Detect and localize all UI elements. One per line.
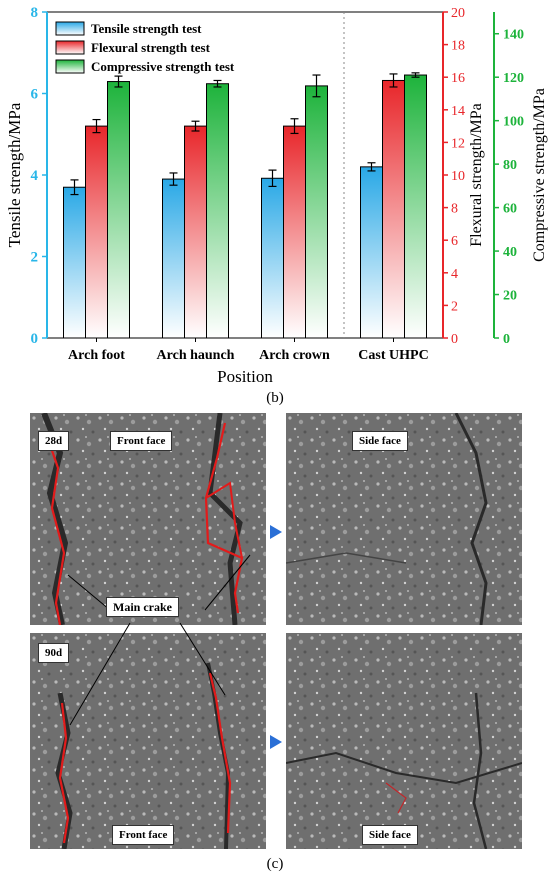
right1-axis-title: Flexural strength/MPa	[468, 103, 485, 247]
bar-left-3	[360, 166, 383, 339]
bar-right1-2	[283, 125, 306, 339]
side-face-label-bottom: Side face	[362, 825, 418, 845]
left-axis-tick-label: 6	[31, 87, 39, 103]
right1-axis-tick-label: 6	[451, 234, 458, 249]
x-axis-tick-label: Arch crown	[259, 348, 330, 363]
photo-90d-front-face	[30, 633, 266, 849]
right2-axis-tick-label: 80	[503, 158, 517, 173]
bar-left-2	[261, 177, 284, 339]
x-axis-tick-label: Arch foot	[68, 348, 125, 363]
bar-right2-1	[206, 83, 229, 339]
left-axis-tick-label: 4	[31, 168, 39, 184]
legend-swatch	[55, 59, 85, 74]
right2-axis-title: Compressive strength/MPa	[531, 88, 548, 262]
panel-label-b: (b)	[266, 390, 284, 406]
x-axis-tick-label: Arch haunch	[157, 348, 235, 363]
right2-axis-tick-label: 140	[503, 28, 524, 43]
legend-swatch	[55, 40, 85, 55]
right1-axis-tick-label: 16	[451, 71, 465, 86]
photo-90d-side-face	[286, 633, 522, 849]
legend-label: Compressive strength test	[91, 59, 235, 74]
right2-axis-tick-label: 20	[503, 289, 517, 304]
x-axis-title: Position	[217, 367, 273, 386]
right1-axis-tick-label: 4	[451, 267, 458, 282]
right1-axis-tick-label: 18	[451, 39, 465, 54]
strength-chart: 0 2 4 6 8 Tensile strength/MPa 0 2 4 6 8 10 12 14 16 18…	[5, 5, 548, 386]
right2-axis-tick-label: 60	[503, 202, 517, 217]
legend-label: Flexural strength test	[91, 40, 211, 55]
bar-left-1	[162, 178, 185, 339]
right1-axis-tick-label: 14	[451, 104, 465, 119]
legend-swatch	[55, 21, 85, 36]
right1-axis-tick-label: 12	[451, 136, 465, 151]
right2-axis-tick-label: 100	[503, 115, 524, 130]
left-axis-title: Tensile strength/MPa	[5, 102, 24, 247]
bar-right1-1	[184, 125, 207, 339]
right2-axis-tick-label: 0	[503, 332, 510, 347]
right1-axis-tick-label: 0	[451, 332, 458, 347]
bar-left-0	[63, 186, 86, 339]
front-face-label-top: Front face	[110, 431, 173, 451]
right1-axis-tick-label: 8	[451, 202, 458, 217]
left-axis-tick-label: 0	[31, 331, 39, 347]
age-tag-90d: 90d	[38, 643, 70, 663]
side-face-label-top: Side face	[352, 431, 408, 451]
bar-right1-3	[382, 79, 405, 339]
right1-axis-tick-label: 2	[451, 299, 458, 314]
x-axis-tick-label: Cast UHPC	[358, 348, 428, 363]
bar-right1-0	[85, 125, 108, 339]
left-axis-tick-label: 2	[31, 250, 39, 266]
bar-right2-2	[305, 85, 328, 339]
legend-label: Tensile strength test	[91, 21, 202, 36]
left-axis-tick-label: 8	[31, 5, 39, 21]
bar-right2-3	[404, 74, 427, 339]
age-tag-28d: 28d	[38, 431, 70, 451]
right2-axis-tick-label: 120	[503, 71, 524, 86]
right1-axis-tick-label: 10	[451, 169, 465, 184]
fracture-photos: 28d Front face Side face 90d Front face …	[0, 405, 550, 855]
front-face-label-bottom: Front face	[112, 825, 175, 845]
panel-label-c: (c)	[266, 856, 284, 872]
bar-right2-0	[107, 81, 130, 339]
main-crake-label: Main crake	[106, 597, 179, 617]
right1-axis-tick-label: 20	[451, 6, 465, 21]
leader-lines	[67, 525, 282, 749]
right2-axis-tick-label: 40	[503, 245, 517, 260]
